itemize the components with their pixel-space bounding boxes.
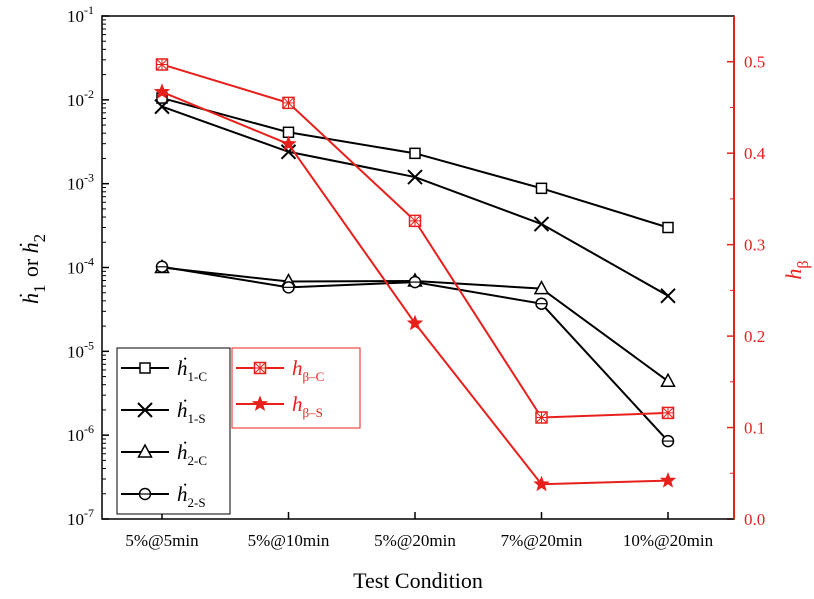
x-tick-label: 5%@20min bbox=[374, 531, 456, 550]
data-point bbox=[535, 411, 548, 424]
legend-label: ḣ2-C bbox=[177, 440, 207, 468]
legend-label: ḣ2-S bbox=[177, 482, 206, 510]
series-4 bbox=[155, 260, 675, 448]
legend-entry: ḣ2-C bbox=[121, 440, 207, 468]
series-6 bbox=[153, 83, 677, 492]
data-point bbox=[280, 144, 297, 160]
right-tick-label: 0.1 bbox=[744, 419, 765, 438]
data-point bbox=[659, 471, 677, 488]
left-tick-label: 10-3 bbox=[67, 171, 94, 194]
data-point bbox=[408, 214, 422, 228]
x-tick-label: 7%@20min bbox=[501, 531, 583, 550]
data-point bbox=[533, 475, 550, 492]
data-point bbox=[280, 135, 297, 152]
series-1 bbox=[156, 92, 674, 234]
series-line bbox=[161, 105, 669, 297]
right-axis-ticks: 0.0 0.1 0.2 0.3 0.4 0.5 bbox=[727, 15, 766, 529]
legend-marker bbox=[253, 361, 267, 375]
right-tick-label: 0.3 bbox=[744, 236, 765, 255]
data-point bbox=[535, 182, 548, 195]
series-2 bbox=[154, 98, 676, 304]
left-tick-label: 10-7 bbox=[67, 506, 94, 529]
x-tick-label: 5%@5min bbox=[125, 531, 199, 550]
data-point bbox=[155, 260, 169, 274]
data-point bbox=[408, 275, 422, 289]
legend-label: hβ–S bbox=[292, 392, 323, 420]
x-tick-label: 5%@10min bbox=[248, 531, 330, 550]
data-point bbox=[154, 98, 170, 115]
x-tick-label: 10%@20min bbox=[623, 531, 714, 550]
series-line bbox=[161, 97, 669, 229]
data-point bbox=[155, 58, 169, 71]
left-tick-label: 10-2 bbox=[67, 87, 94, 110]
legend-marker bbox=[251, 395, 269, 411]
data-point bbox=[407, 169, 423, 185]
right-tick-label: 0.4 bbox=[744, 144, 766, 163]
left-tick-label: 10-6 bbox=[67, 422, 94, 445]
axis-titles: Test Condition ḣ1 or ḣ2 hβ bbox=[18, 232, 812, 593]
series-layer bbox=[153, 58, 677, 492]
legend-box-left bbox=[116, 347, 231, 515]
left-tick-label: 10-5 bbox=[67, 338, 94, 361]
right-tick-label: 0.0 bbox=[744, 510, 765, 529]
legend-box-right bbox=[231, 347, 361, 429]
data-point bbox=[662, 221, 674, 234]
data-point bbox=[535, 297, 548, 310]
data-point bbox=[661, 406, 675, 420]
legend-label: ḣ1-S bbox=[177, 398, 206, 426]
legend-marker bbox=[137, 402, 153, 418]
legend-marker bbox=[139, 362, 151, 374]
right-axis-title: hβ bbox=[781, 260, 812, 279]
legend-marker bbox=[137, 443, 153, 458]
legend-label: hβ–C bbox=[292, 356, 324, 384]
left-tick-label: 10-4 bbox=[67, 255, 94, 278]
data-point bbox=[661, 434, 675, 448]
data-point bbox=[533, 280, 550, 295]
data-point bbox=[153, 83, 171, 99]
data-point bbox=[282, 281, 295, 294]
data-point bbox=[406, 314, 424, 331]
right-tick-label: 0.2 bbox=[744, 327, 765, 346]
legend-entry: ḣ2-S bbox=[121, 482, 206, 510]
legend-entry: ḣ1-S bbox=[121, 398, 206, 426]
left-tick-label: 10-1 bbox=[67, 3, 94, 26]
legend: ḣ1-C ḣ1-S ḣ2-C ḣ2-S hβ–C hβ–S bbox=[116, 347, 361, 515]
x-axis-ticks: 5%@5min 5%@10min 5%@20min 7%@20min 10%@20min bbox=[125, 512, 714, 550]
data-point bbox=[533, 216, 550, 232]
legend-entry: hβ–S bbox=[236, 392, 323, 420]
series-5 bbox=[155, 58, 675, 424]
data-point bbox=[282, 96, 295, 110]
legend-entry: hβ–C bbox=[236, 356, 324, 384]
right-tick-label: 0.5 bbox=[744, 53, 765, 72]
legend-label: ḣ1-C bbox=[177, 356, 207, 384]
legend-marker bbox=[138, 487, 152, 501]
left-axis-title: ḣ1 or ḣ2 bbox=[18, 232, 49, 304]
x-axis-title: Test Condition bbox=[353, 568, 483, 593]
data-point bbox=[660, 372, 676, 387]
data-point bbox=[660, 288, 676, 304]
legend-entry: ḣ1-C bbox=[121, 356, 207, 384]
data-point bbox=[409, 147, 421, 160]
